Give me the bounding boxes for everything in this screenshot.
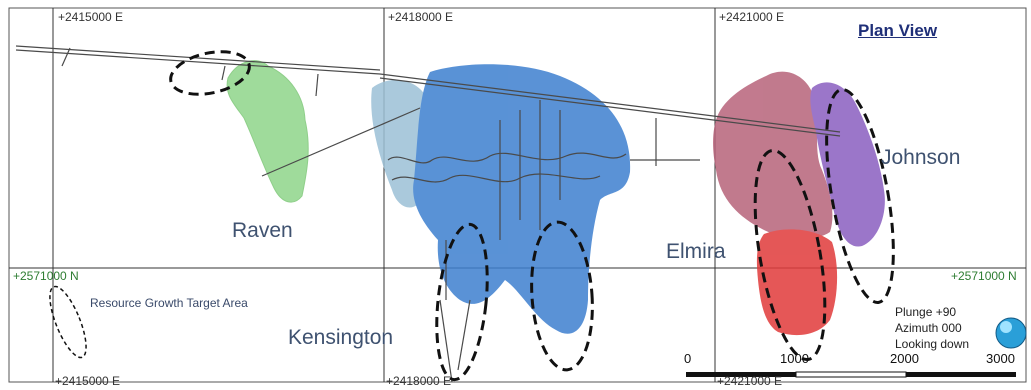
- elmira-red-orebody: [756, 229, 838, 336]
- grid-label-n-2571000-right: +2571000 N: [951, 269, 1017, 283]
- target-area-kensington-west: [435, 222, 489, 382]
- scale-tick-3000: 3000: [986, 351, 1015, 366]
- underground-workings: [15, 45, 841, 383]
- legend-target-area-label: Resource Growth Target Area: [90, 296, 248, 310]
- scale-tick-2000: 2000: [890, 351, 919, 366]
- kensington-orebody: [413, 64, 631, 334]
- zone-label-raven: Raven: [232, 219, 293, 242]
- grid-label-e-2421000-bottom: +2421000 E: [717, 374, 783, 388]
- scale-tick-1000: 1000: [780, 351, 809, 366]
- map-frame: [8, 7, 1027, 383]
- grid-label-n-2571000-left: +2571000 N: [13, 269, 79, 283]
- target-area-elmira: [753, 148, 827, 362]
- target-area-raven: [169, 50, 251, 96]
- azimuth-value: Azimuth 000: [895, 321, 962, 335]
- zone-label-johnson: Johnson: [881, 146, 961, 169]
- grid-label-e-2421000-top: +2421000 E: [719, 10, 785, 24]
- orientation-sphere-icon: [995, 317, 1027, 349]
- zone-label-kensington: Kensington: [288, 326, 394, 349]
- scale-bar: [686, 371, 1016, 378]
- johnson-orebody: [810, 82, 885, 247]
- elmira-pink-orebody: [713, 71, 833, 239]
- plan-view-title: Plan View: [858, 21, 938, 40]
- grid-label-e-2415000-top: +2415000 E: [58, 10, 124, 24]
- grid-label-e-2418000-bottom: +2418000 E: [386, 374, 452, 388]
- scale-tick-0: 0: [684, 351, 692, 366]
- plunge-value: Plunge +90: [895, 305, 957, 319]
- view-orientation-info: Plunge +90 Azimuth 000 Looking down: [895, 304, 969, 352]
- target-area-kensington-east: [530, 220, 594, 372]
- looking-direction: Looking down: [895, 337, 970, 351]
- grid-label-e-2418000-top: +2418000 E: [388, 10, 454, 24]
- legend-target-symbol: [49, 285, 87, 359]
- target-area-johnson: [825, 88, 895, 304]
- grid-label-e-2415000-bottom: +2415000 E: [55, 374, 121, 388]
- zone-label-elmira: Elmira: [666, 240, 726, 263]
- raven-orebody: [226, 60, 309, 203]
